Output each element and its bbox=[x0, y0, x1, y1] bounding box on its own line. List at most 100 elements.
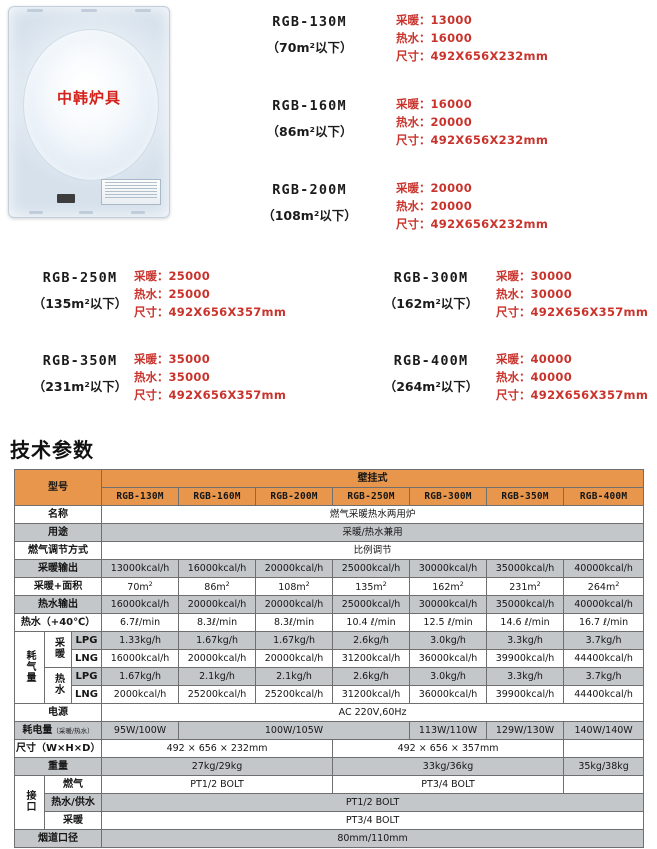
cell-hotwater-lpg-4: 2.6kg/h bbox=[332, 667, 411, 686]
cell-consumption-4: 129W/130W bbox=[486, 721, 565, 740]
model-specs-rgb-130m: 采暖：13000 热水：16000 尺寸：492X656X232mm bbox=[396, 11, 548, 65]
model-specs-rgb-300m: 采暖：30000 热水：30000 尺寸：492X656X357mm bbox=[496, 267, 648, 321]
spec-heating: 采暖：35000 bbox=[134, 352, 211, 366]
cell-hotwater-lpg-5: 3.0kg/h bbox=[409, 667, 488, 686]
header-model-130m: RGB-130M bbox=[101, 487, 180, 506]
cell-hotwater-out-1: 16000kcal/h bbox=[101, 595, 180, 614]
row-label-consumption: 耗电量（采暖/热水） bbox=[13, 721, 103, 740]
cell-heating-area-7: 264m2 bbox=[563, 577, 645, 596]
row-label-port-heating: 采暖 bbox=[43, 811, 103, 830]
row-label-lpg-heating: LPG bbox=[70, 631, 103, 650]
table-header-model-row: RGB-130M RGB-160M RGB-200M RGB-250M RGB-… bbox=[15, 487, 645, 506]
table-row-port-gas: 接口 燃气 PT1/2 BOLT PT3/4 BOLT bbox=[14, 775, 645, 830]
cell-heating-area-2: 86m2 bbox=[178, 577, 257, 596]
model-entry-rgb-400m: RGB-400M （264m²以下） bbox=[356, 353, 506, 395]
table-row-hotwater-40c: 热水（+40℃） 6.7ℓ/min 8.3ℓ/min 8.3ℓ/min 10.4… bbox=[13, 613, 645, 632]
row-label-hotwater-output: 热水输出 bbox=[13, 595, 103, 614]
table-row-gas-hotwater-lng: LNG 2000kcal/h 25200kcal/h 25200kcal/h 3… bbox=[15, 685, 645, 704]
cell-weight-2: 33kg/36kg bbox=[332, 757, 565, 776]
cell-hotwater-lpg-3: 2.1kg/h bbox=[255, 667, 334, 686]
boiler-spec-sticker bbox=[101, 179, 161, 205]
model-area: （86m²以下） bbox=[266, 124, 353, 139]
table-row-use: 用途 采暖/热水兼用 bbox=[13, 523, 645, 542]
product-overview-section: 中韩炉具 RGB-130M （70m²以下） 采暖：13000 热水：16000… bbox=[0, 0, 657, 402]
row-label-lng-heating: LNG bbox=[70, 649, 103, 668]
cell-heating-lng-7: 44400kcal/h bbox=[563, 649, 645, 668]
cell-heating-out-4: 25000kcal/h bbox=[332, 559, 411, 578]
cell-hotwater40-2: 8.3ℓ/min bbox=[178, 613, 257, 632]
cell-port-hotwater: PT1/2 BOLT bbox=[101, 793, 645, 812]
model-area: （135m²以下） bbox=[32, 296, 128, 311]
spec-size: 尺寸：492X656X232mm bbox=[396, 133, 549, 147]
cell-hotwater-lng-2: 25200kcal/h bbox=[178, 685, 257, 704]
cell-heating-lng-3: 20000kcal/h bbox=[255, 649, 334, 668]
cell-hotwater-out-5: 30000kcal/h bbox=[409, 595, 488, 614]
cell-consumption-5: 140W/140W bbox=[563, 721, 645, 740]
cell-consumption-3: 113W/110W bbox=[409, 721, 488, 740]
cell-dimension-3 bbox=[563, 739, 645, 758]
row-value-gas-mode: 比例调节 bbox=[101, 541, 645, 560]
cell-hotwater-out-6: 35000kcal/h bbox=[486, 595, 565, 614]
cell-heating-lpg-7: 3.7kg/h bbox=[563, 631, 645, 650]
row-label-power: 电源 bbox=[13, 703, 103, 722]
model-name: RGB-350M bbox=[42, 353, 118, 369]
spec-heating: 采暖：25000 bbox=[134, 269, 211, 283]
row-label-heating-area: 采暖+面积 bbox=[13, 577, 103, 596]
header-model-160m: RGB-160M bbox=[178, 487, 257, 506]
cell-dimension-1: 492 × 656 × 232mm bbox=[101, 739, 334, 758]
model-area: （108m²以下） bbox=[262, 208, 357, 223]
model-name: RGB-130M bbox=[272, 14, 347, 30]
cell-hotwater-lng-3: 25200kcal/h bbox=[255, 685, 334, 704]
cell-hotwater40-6: 14.6 ℓ/min bbox=[486, 613, 565, 632]
cell-heating-out-2: 16000kcal/h bbox=[178, 559, 257, 578]
cell-hotwater-lng-1: 2000kcal/h bbox=[101, 685, 180, 704]
row-label-name: 名称 bbox=[13, 505, 103, 524]
model-entry-rgb-200m: RGB-200M （108m²以下） bbox=[232, 182, 387, 224]
cell-heating-area-6: 231m2 bbox=[486, 577, 565, 596]
row-label-weight: 重量 bbox=[13, 757, 103, 776]
header-model-350m: RGB-350M bbox=[486, 487, 565, 506]
cell-hotwater40-4: 10.4 ℓ/min bbox=[332, 613, 411, 632]
model-area: （264m²以下） bbox=[383, 379, 479, 394]
cell-weight-1: 27kg/29kg bbox=[101, 757, 334, 776]
row-group-label-gas-consumption: 耗气量 bbox=[14, 631, 45, 704]
model-name: RGB-250M bbox=[42, 270, 118, 286]
model-specs-rgb-160m: 采暖：16000 热水：20000 尺寸：492X656X232mm bbox=[396, 95, 548, 149]
cell-heating-lng-5: 36000kcal/h bbox=[409, 649, 488, 668]
cell-hotwater40-1: 6.7ℓ/min bbox=[101, 613, 180, 632]
cell-heating-out-1: 13000kcal/h bbox=[101, 559, 180, 578]
cell-heating-lpg-6: 3.3kg/h bbox=[486, 631, 565, 650]
cell-hotwater-lng-6: 39900kcal/h bbox=[486, 685, 565, 704]
cell-heating-area-5: 162m2 bbox=[409, 577, 488, 596]
cell-heating-area-1: 70m2 bbox=[101, 577, 180, 596]
model-area: （231m²以下） bbox=[32, 379, 128, 394]
model-entry-rgb-130m: RGB-130M （70m²以下） bbox=[232, 14, 387, 56]
table-row-heating-area: 采暖+面积 70m2 86m2 108m2 135m2 162m2 231m2 … bbox=[13, 577, 645, 596]
table-row-heating-output: 采暖输出 13000kcal/h 16000kcal/h 20000kcal/h… bbox=[13, 559, 645, 578]
cell-hotwater-lng-5: 36000kcal/h bbox=[409, 685, 488, 704]
brand-label: 中韩炉具 bbox=[56, 89, 121, 107]
spec-heating: 采暖：30000 bbox=[496, 269, 573, 283]
table-header-group-row: 型号 壁挂式 bbox=[13, 469, 645, 506]
row-label-lng-hotwater: LNG bbox=[70, 685, 103, 704]
cell-hotwater40-3: 8.3ℓ/min bbox=[255, 613, 334, 632]
cell-hotwater-lpg-2: 2.1kg/h bbox=[178, 667, 257, 686]
boiler-top-notch-right bbox=[135, 9, 151, 12]
row-label-hotwater-40c: 热水（+40℃） bbox=[13, 613, 103, 632]
cell-hotwater-out-7: 40000kcal/h bbox=[563, 595, 645, 614]
cell-heating-lng-1: 16000kcal/h bbox=[101, 649, 180, 668]
header-model-400m: RGB-400M bbox=[563, 487, 645, 506]
cell-consumption-1: 95W/100W bbox=[101, 721, 180, 740]
spec-hotwater: 热水：20000 bbox=[396, 199, 473, 213]
cell-heating-lpg-3: 1.67kg/h bbox=[255, 631, 334, 650]
cell-heating-lng-2: 20000kcal/h bbox=[178, 649, 257, 668]
row-label-heating-output: 采暖输出 bbox=[13, 559, 103, 578]
table-row-hotwater-output: 热水输出 16000kcal/h 20000kcal/h 20000kcal/h… bbox=[13, 595, 645, 614]
boiler-top-notch-mid bbox=[81, 9, 97, 12]
spec-heating: 采暖：16000 bbox=[396, 97, 473, 111]
table-row-gas-hotwater-lpg: 热水 LPG 1.67kg/h 2.1kg/h 2.1kg/h 2.6kg/h … bbox=[15, 667, 645, 704]
model-entry-rgb-350m: RGB-350M （231m²以下） bbox=[5, 353, 155, 395]
spec-hotwater: 热水：40000 bbox=[496, 370, 573, 384]
spec-size: 尺寸：492X656X232mm bbox=[396, 49, 549, 63]
spec-hotwater: 热水：20000 bbox=[396, 115, 473, 129]
